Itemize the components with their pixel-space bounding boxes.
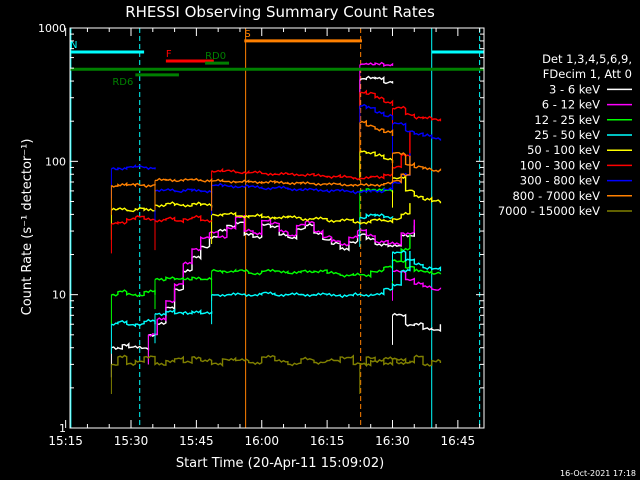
- series-1-segment-1: [359, 61, 394, 67]
- legend-entry-7: 800 - 7000 keV: [512, 189, 600, 203]
- series-3-segment-4: [392, 250, 442, 272]
- series-5-segment-4: [392, 105, 442, 122]
- series-7-segment-4: [392, 152, 442, 173]
- series-7-segment-0: [111, 181, 156, 189]
- series-7-segment-1: [154, 177, 213, 183]
- legend-header-1: FDecim 1, Att 0: [543, 67, 632, 81]
- series-4-segment-4: [392, 174, 442, 204]
- series-2-segment-0: [111, 289, 156, 298]
- plot-frame: [69, 27, 485, 429]
- y-tick-label-2: 100: [45, 155, 66, 168]
- chart-title: RHESSI Observing Summary Count Rates: [125, 3, 435, 21]
- legend-header-0: Det 1,3,4,5,6,9,: [542, 52, 632, 66]
- series-2-segment-2: [211, 234, 411, 279]
- legend-entry-4: 50 - 100 keV: [527, 143, 600, 157]
- legend-entry-0: 3 - 6 keV: [549, 82, 600, 96]
- legend-entry-3: 25 - 50 keV: [534, 128, 600, 142]
- x-tick-label-2: 15:45: [179, 434, 214, 448]
- series-4-segment-0: [110, 207, 156, 213]
- series-6-segment-0: [111, 164, 156, 171]
- legend-entry-2: 12 - 25 keV: [534, 113, 600, 127]
- status-layer: N F RD0 RD6 S: [70, 29, 484, 88]
- series-6-segment-4: [392, 122, 442, 142]
- series-0-segment-1: [148, 220, 415, 337]
- legend-entry-8: 7000 - 15000 keV: [498, 204, 600, 218]
- series-0-segment-3: [392, 312, 442, 333]
- series-0-segment-0: [111, 342, 150, 351]
- series-6-segment-2: [211, 153, 411, 195]
- y-axis-label: Count Rate (s⁻¹ detector⁻¹): [20, 139, 35, 316]
- series-1-segment-0: [148, 214, 415, 337]
- series-6-segment-3: [359, 103, 394, 121]
- series-3-segment-3: [359, 212, 394, 220]
- y-tick-label-3: 1000: [38, 22, 66, 35]
- series-8-segment-1: [359, 354, 442, 368]
- x-tick-label-5: 16:30: [375, 434, 410, 448]
- legend-entry-5: 100 - 300 keV: [520, 158, 600, 172]
- series-6-segment-1: [154, 188, 213, 194]
- legend-entry-1: 6 - 12 keV: [542, 98, 600, 112]
- y-tick-label-1: 10: [52, 289, 66, 302]
- series-2-segment-1: [154, 276, 213, 282]
- data-layer: [110, 61, 442, 394]
- legend-layer: Det 1,3,4,5,6,9,FDecim 1, Att 03 - 6 keV…: [498, 52, 632, 218]
- status-label-f: F: [166, 49, 172, 60]
- series-4-segment-3: [359, 150, 394, 164]
- series-3-segment-1: [154, 308, 213, 317]
- series-2-segment-3: [359, 186, 394, 194]
- series-5-segment-1: [154, 214, 213, 224]
- series-0-segment-2: [359, 75, 394, 85]
- x-tick-label-0: 15:15: [48, 434, 83, 448]
- series-1-segment-2: [392, 269, 442, 291]
- status-label-s: S: [244, 29, 250, 40]
- status-label-n: N: [70, 40, 77, 51]
- footer-timestamp: 16-Oct-2021 17:18: [560, 469, 636, 478]
- status-label-rd6: RD6: [112, 77, 133, 88]
- series-5-segment-3: [359, 89, 394, 106]
- x-tick-label-4: 16:15: [310, 434, 345, 448]
- x-tick-label-3: 16:00: [244, 434, 279, 448]
- x-tick-label-1: 15:30: [114, 434, 149, 448]
- series-5-segment-0: [111, 214, 156, 225]
- axes-layer: 1 10 100 1000 15:15 15:30 15:45 16:00 16:15 16:30…: [38, 22, 485, 448]
- x-tick-label-6: 16:45: [441, 434, 476, 448]
- status-label-rd0: RD0: [205, 51, 226, 62]
- series-2-segment-4: [392, 258, 442, 275]
- series-5-segment-2: [211, 130, 411, 181]
- series-4-segment-1: [154, 201, 213, 208]
- legend-entry-6: 300 - 800 keV: [520, 174, 600, 188]
- y-tick-label-0: 1: [59, 422, 66, 435]
- series-3-segment-0: [111, 318, 156, 328]
- series-7-segment-3: [359, 119, 394, 136]
- series-4-segment-2: [211, 203, 411, 225]
- x-axis-label: Start Time (20-Apr-11 15:09:02): [176, 456, 384, 471]
- series-3-segment-2: [211, 251, 411, 299]
- series-7-segment-2: [211, 155, 411, 188]
